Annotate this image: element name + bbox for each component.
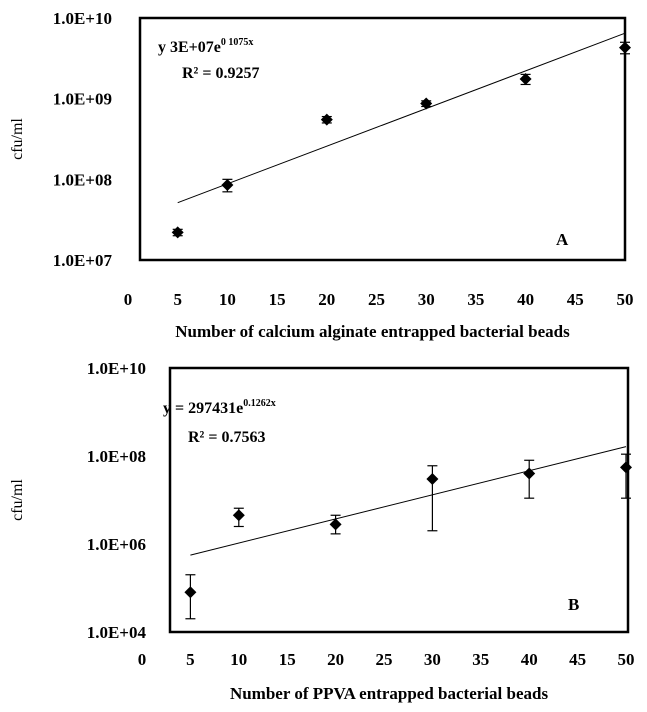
plot-frame bbox=[138, 16, 627, 262]
data-point bbox=[426, 473, 439, 486]
data-point bbox=[523, 467, 536, 480]
x-tick-label: 0 bbox=[138, 650, 147, 669]
data-point bbox=[320, 113, 333, 126]
x-tick-label: 30 bbox=[424, 650, 441, 669]
plot-frame bbox=[168, 366, 630, 634]
x-tick-label: 5 bbox=[186, 650, 195, 669]
chart-panel-A: 1.0E+07 1.0E+08 1.0E+09 1.0E+10 0 5 10 15 20 25 30… bbox=[9, 9, 634, 341]
x-tick-label: 50 bbox=[617, 290, 634, 309]
data-point bbox=[519, 73, 532, 86]
y-tick-label: 1.0E+08 bbox=[53, 170, 112, 189]
y-tick-label: 1.0E+10 bbox=[87, 359, 146, 378]
error-bar bbox=[621, 453, 631, 499]
x-tick-label: 25 bbox=[368, 290, 385, 309]
trend-equation: y = 297431e0.1262x bbox=[163, 398, 276, 417]
x-tick-label: 5 bbox=[173, 290, 182, 309]
data-point bbox=[232, 509, 245, 522]
x-tick-label: 45 bbox=[567, 290, 584, 309]
panel-letter: B bbox=[568, 595, 579, 614]
y-axis-title: cfu/ml bbox=[9, 479, 26, 521]
x-tick-label: 20 bbox=[318, 290, 335, 309]
chart-panel-B: 1.0E+04 1.0E+06 1.0E+08 1.0E+10 0 5 10 15 20 25 30… bbox=[9, 359, 635, 703]
x-tick-label: 10 bbox=[230, 650, 247, 669]
x-axis-title: Number of PPVA entrapped bacterial beads bbox=[230, 684, 549, 703]
x-tick-label: 40 bbox=[521, 650, 538, 669]
trendline bbox=[190, 446, 627, 556]
x-tick-label: 25 bbox=[376, 650, 393, 669]
data-point bbox=[221, 179, 234, 192]
x-axis-title: Number of calcium alginate entrapped bac… bbox=[175, 322, 570, 341]
x-tick-label: 35 bbox=[472, 650, 489, 669]
data-point bbox=[620, 461, 632, 474]
data-point bbox=[329, 518, 342, 531]
x-tick-label: 15 bbox=[279, 650, 296, 669]
trend-equation: y 3E+07e0 1075x bbox=[158, 37, 253, 56]
x-tick-label: 35 bbox=[467, 290, 484, 309]
x-tick-label: 15 bbox=[269, 290, 286, 309]
x-tick-label: 30 bbox=[418, 290, 435, 309]
y-tick-label: 1.0E+10 bbox=[53, 9, 112, 28]
x-tick-label: 0 bbox=[124, 290, 133, 309]
r-squared: R² = 0.9257 bbox=[182, 65, 259, 82]
x-tick-label: 20 bbox=[327, 650, 344, 669]
data-point bbox=[171, 226, 184, 239]
x-tick-label: 50 bbox=[618, 650, 635, 669]
x-tick-label: 45 bbox=[569, 650, 586, 669]
y-tick-label: 1.0E+04 bbox=[87, 623, 147, 642]
y-tick-label: 1.0E+09 bbox=[53, 90, 112, 109]
trendline bbox=[177, 32, 626, 204]
y-axis-title: cfu/ml bbox=[9, 118, 26, 160]
data-point bbox=[619, 41, 631, 54]
r-squared: R² = 0.7563 bbox=[188, 429, 265, 446]
x-tick-label: 40 bbox=[517, 290, 534, 309]
y-tick-label: 1.0E+07 bbox=[53, 251, 113, 270]
data-point bbox=[184, 586, 197, 599]
y-tick-label: 1.0E+08 bbox=[87, 447, 146, 466]
y-tick-label: 1.0E+06 bbox=[87, 535, 146, 554]
data-point bbox=[420, 97, 433, 110]
x-tick-label: 10 bbox=[219, 290, 236, 309]
panel-letter: A bbox=[556, 230, 569, 249]
